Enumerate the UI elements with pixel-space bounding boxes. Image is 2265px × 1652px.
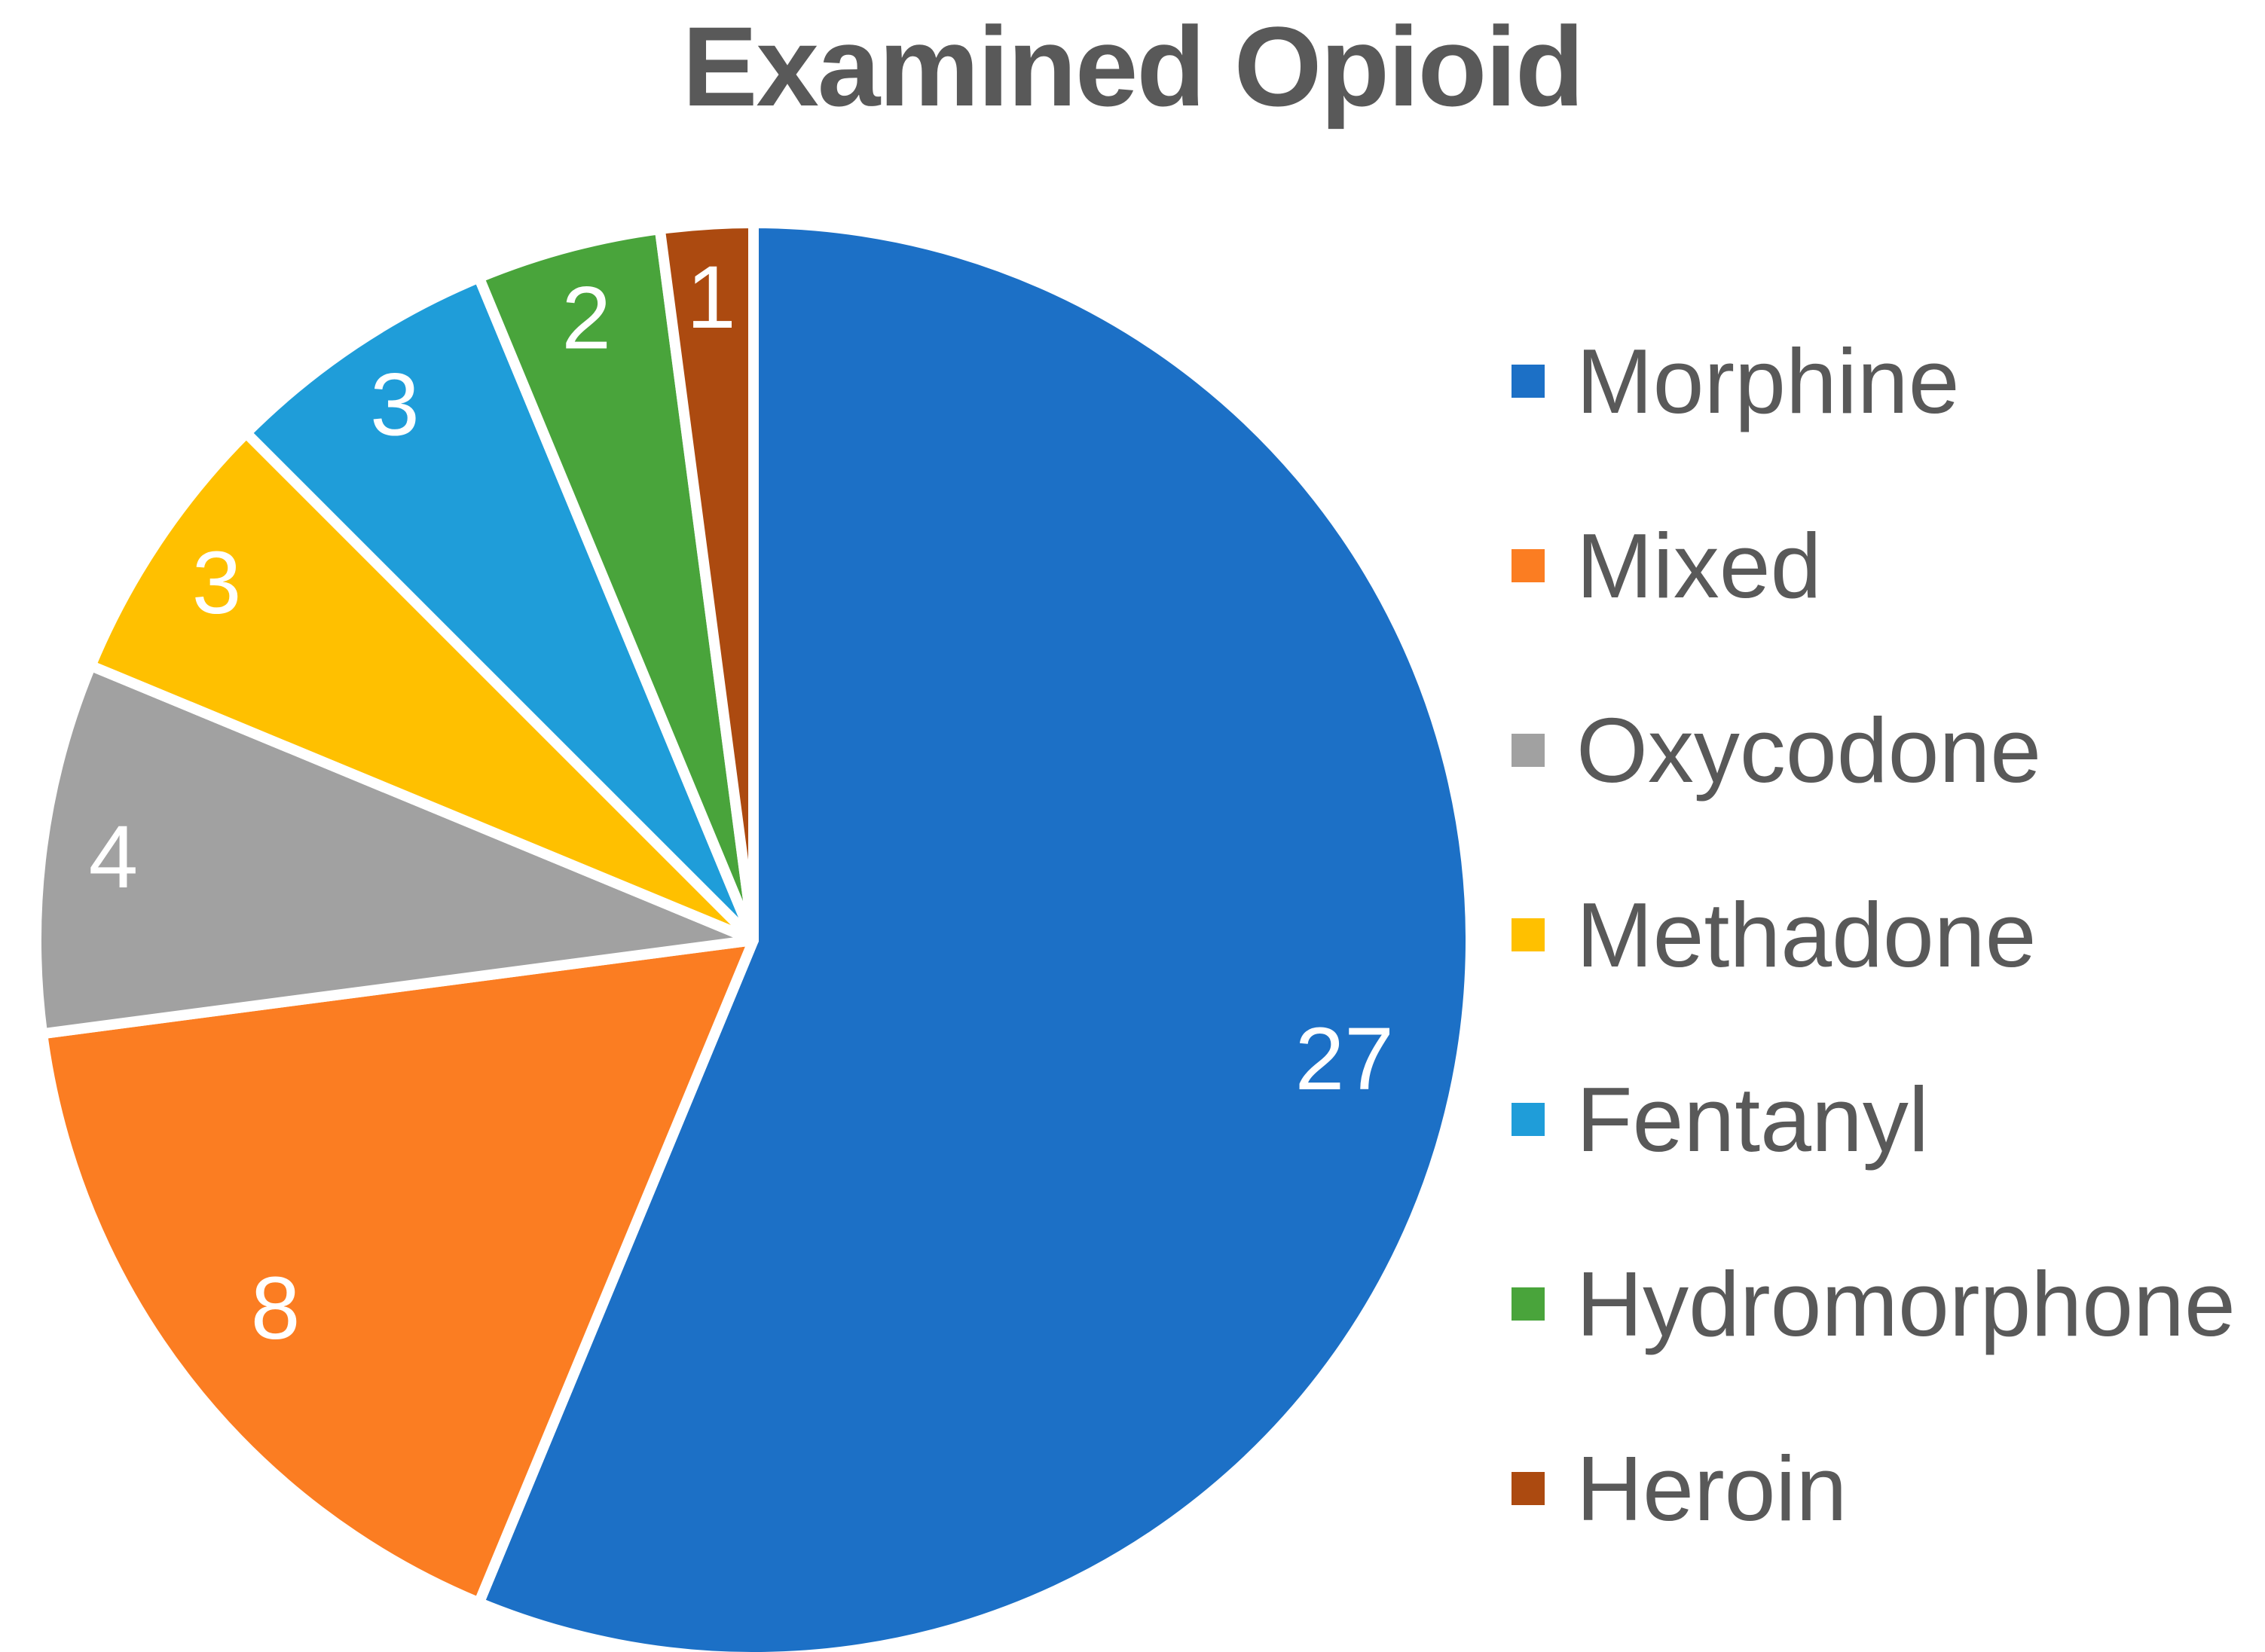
slice-value-label-fentanyl: 3 [370,356,420,455]
legend-label-heroin: Heroin [1576,1437,1848,1540]
legend-label-fentanyl: Fentanyl [1576,1067,1929,1171]
slice-value-label-heroin: 1 [686,248,736,347]
legend-label-hydromorphone: Hydromorphone [1576,1252,2236,1355]
legend-swatch-heroin [1512,1471,1545,1505]
legend-swatch-fentanyl [1512,1102,1545,1136]
pie-slice-methadone [85,427,759,945]
pie-slice-hydromorphone [473,224,759,945]
pie-slice-heroin [654,218,759,945]
legend-item-morphine: Morphine [1512,289,2236,473]
legend-label-mixed: Mixed [1576,514,1822,617]
legend-item-fentanyl: Fentanyl [1512,1027,2236,1211]
pie-slice-fentanyl [240,272,759,945]
pie-slice-mixed [37,935,759,1608]
legend-label-methadone: Methadone [1576,883,2037,986]
slice-value-label-hydromorphone: 2 [561,268,611,368]
slice-value-label-oxycodone: 4 [89,808,139,907]
legend-item-mixed: Mixed [1512,473,2236,658]
legend-swatch-methadone [1512,918,1545,951]
legend-swatch-morphine [1512,364,1545,398]
legend-item-methadone: Methadone [1512,842,2236,1027]
slice-value-label-methadone: 3 [192,533,242,633]
legend-item-heroin: Heroin [1512,1396,2236,1580]
legend-item-hydromorphone: Hydromorphone [1512,1211,2236,1396]
legend-label-morphine: Morphine [1576,329,1960,432]
slice-value-label-morphine: 27 [1295,1009,1394,1109]
pie-slice-morphine [473,218,1476,1652]
legend-swatch-hydromorphone [1512,1287,1545,1321]
legend-label-oxycodone: Oxycodone [1576,698,2042,802]
legend: Morphine Mixed Oxycodone Methadone Fentanyl H… [1512,289,2236,1580]
slice-value-label-mixed: 8 [251,1259,301,1358]
pie-slice-oxycodone [30,660,759,1040]
legend-swatch-mixed [1512,548,1545,582]
chart-title: Examined Opioid [682,3,1584,130]
legend-swatch-oxycodone [1512,733,1545,767]
legend-item-oxycodone: Oxycodone [1512,658,2236,842]
